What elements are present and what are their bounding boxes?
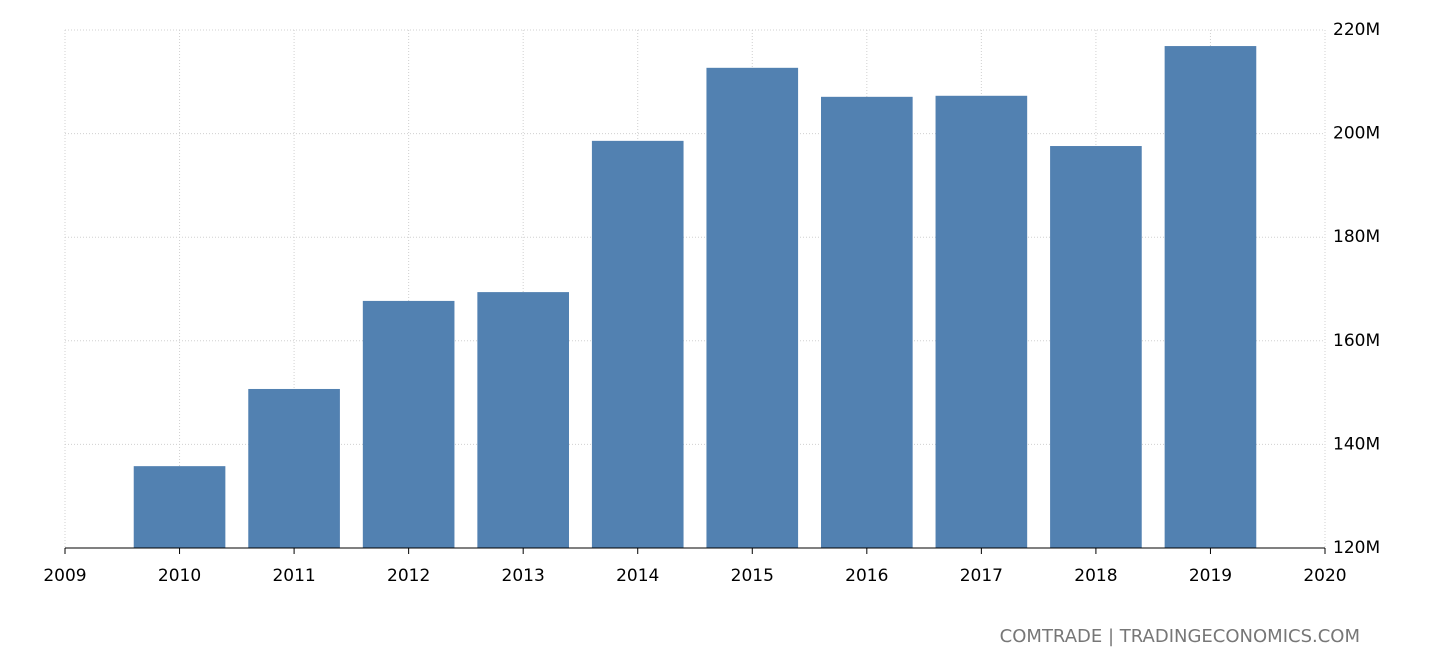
source: COMTRADE | TRADINGECONOMICS.COM [1000, 626, 1360, 647]
x-tick-label: 2019 [1189, 566, 1232, 586]
y-tick-label: 160M [1333, 331, 1380, 351]
x-tick-label: 2018 [1074, 566, 1117, 586]
x-tick-label: 2011 [272, 566, 315, 586]
x-tick-label: 2015 [731, 566, 774, 586]
y-tick-label: 140M [1333, 434, 1380, 454]
bar [133, 466, 226, 548]
bar [935, 95, 1028, 548]
bar [248, 388, 340, 548]
bar [591, 140, 684, 549]
x-tick-label: 2009 [43, 566, 86, 586]
y-tick-label: 200M [1333, 124, 1380, 144]
y-tick-label: 220M [1333, 20, 1380, 40]
x-tick-label: 2020 [1303, 566, 1346, 586]
bar [706, 67, 799, 549]
bar [362, 300, 455, 548]
x-tick-label: 2012 [387, 566, 430, 586]
x-tick-label: 2014 [616, 566, 659, 586]
bar [477, 292, 569, 548]
x-tick-label: 2010 [158, 566, 201, 586]
x-tick-label: 2016 [845, 566, 888, 586]
bar [821, 96, 913, 549]
y-tick-label: 180M [1333, 227, 1380, 247]
x-tick-label: 2013 [502, 566, 545, 586]
bar [1050, 146, 1142, 549]
x-tick-label: 2017 [960, 566, 1003, 586]
y-tick-label: 120M [1333, 538, 1380, 558]
bar [1164, 46, 1257, 549]
